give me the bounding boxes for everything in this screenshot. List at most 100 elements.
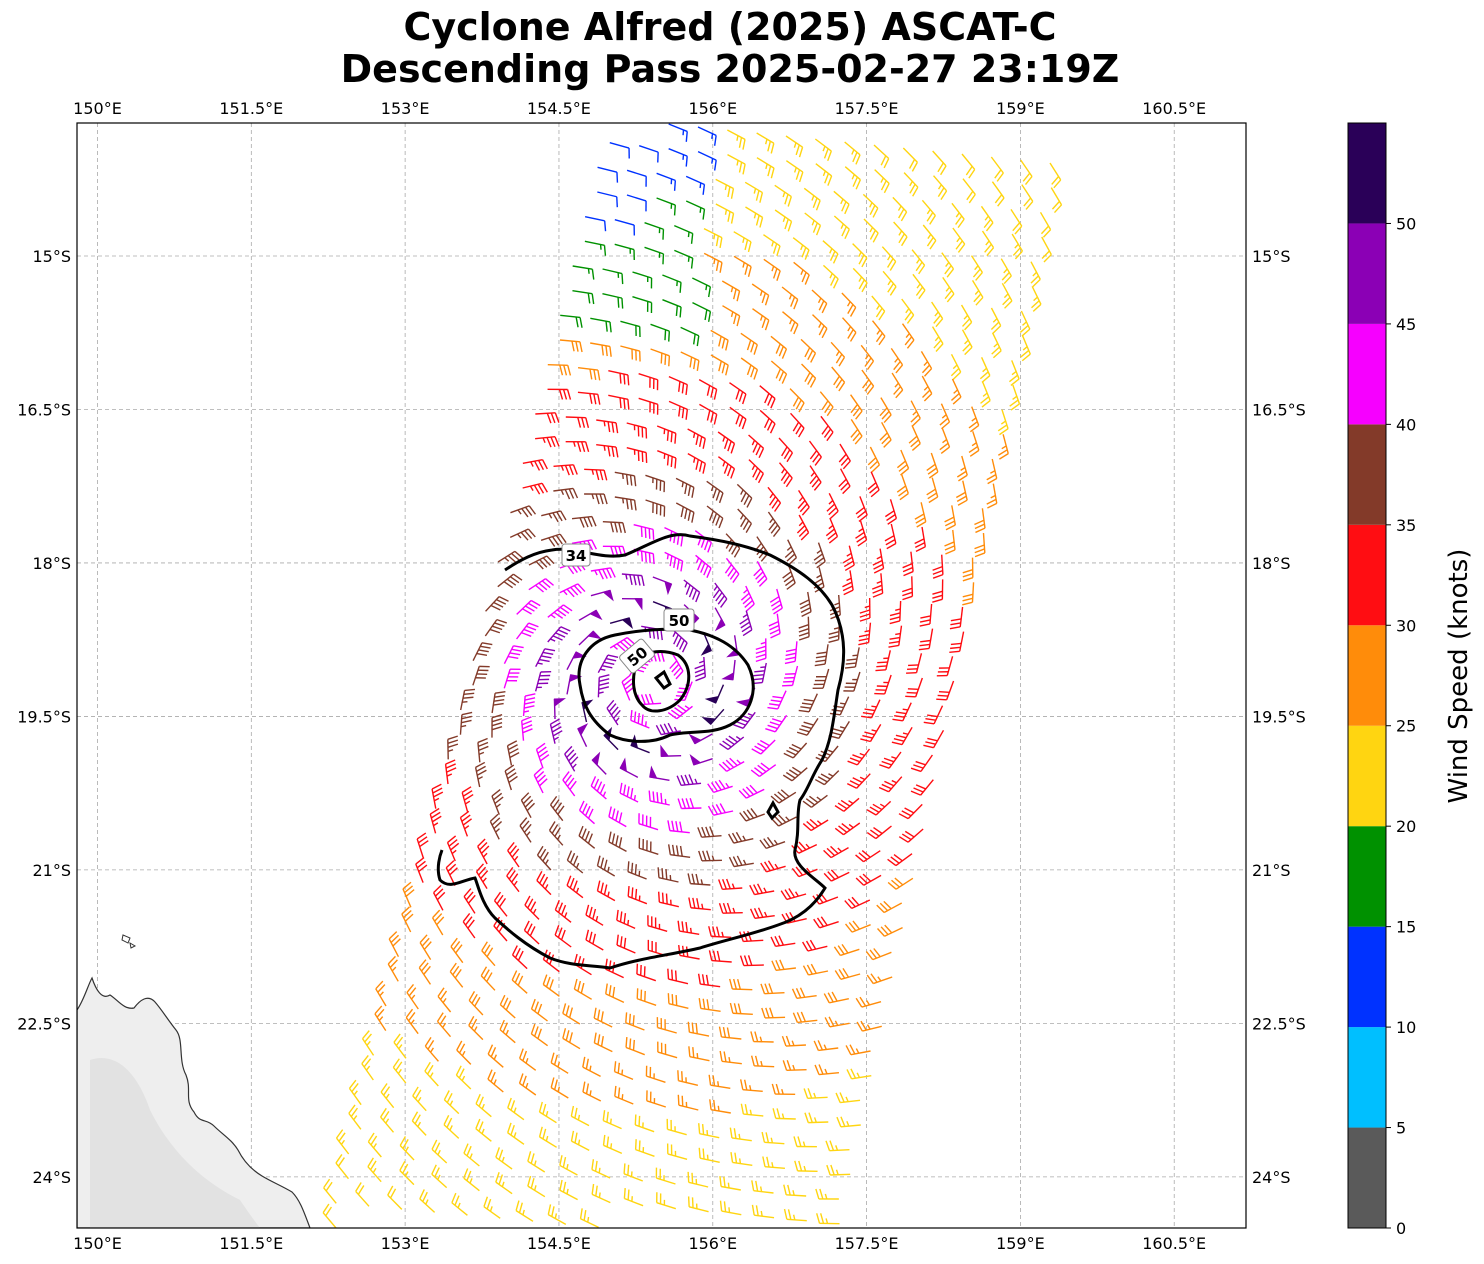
wind-barb: [939, 403, 951, 430]
colorbar-tick-label: 30: [1396, 616, 1416, 635]
wind-barb: [700, 632, 712, 656]
wind-barb: [527, 1151, 546, 1173]
wind-barb: [846, 773, 871, 789]
wind-barb: [961, 153, 976, 179]
wind-barb: [676, 774, 702, 787]
wind-barb: [449, 962, 464, 988]
wind-barb: [489, 813, 503, 840]
wind-barb: [901, 323, 915, 349]
wind-barb: [990, 307, 1002, 334]
wind-barb: [497, 550, 524, 563]
wind-barb: [846, 1068, 872, 1080]
wind-barb: [871, 320, 886, 346]
wind-barb: [866, 825, 892, 840]
wind-barb: [626, 194, 647, 212]
wind-barb: [536, 870, 552, 896]
wind-barb: [876, 900, 903, 914]
wind-barb: [749, 883, 775, 896]
wind-barb: [596, 419, 619, 434]
wind-barb: [647, 915, 668, 933]
colorbar-bin: [1348, 424, 1386, 525]
wind-barb: [584, 493, 608, 505]
wind-barb: [826, 493, 839, 519]
wind-barb: [862, 193, 879, 218]
wind-barb: [535, 412, 560, 424]
wind-barb: [606, 699, 621, 726]
wind-barb: [697, 973, 721, 988]
wind-barb: [648, 790, 670, 806]
wind-barb: [577, 366, 601, 381]
wind-barb: [714, 607, 726, 632]
svg-text:34: 34: [566, 547, 587, 565]
wind-barb: [419, 934, 432, 961]
wind-barb: [867, 471, 880, 498]
wind-barb: [511, 970, 528, 994]
wind-barb: [944, 505, 956, 531]
contour-small-ring: [766, 799, 780, 821]
wind-barb: [572, 289, 595, 305]
wind-barb: [656, 425, 677, 444]
wind-barb: [597, 674, 610, 698]
wind-barb: [761, 1131, 785, 1145]
wind-barb: [936, 656, 954, 677]
wind-barb: [784, 641, 798, 665]
wind-barb: [706, 505, 724, 529]
wind-barb: [708, 926, 732, 939]
wind-barb: [783, 1184, 807, 1197]
colorbar-bin: [1348, 323, 1386, 425]
wind-barb: [530, 998, 548, 1022]
wind-barb: [614, 1085, 634, 1105]
wind-barb: [387, 955, 399, 982]
wind-barb: [646, 1090, 667, 1108]
wind-barb: [487, 1069, 504, 1093]
wind-barb: [921, 199, 936, 225]
wind-barb: [759, 409, 776, 434]
wind-barb: [633, 523, 655, 540]
wind-barb: [719, 1200, 742, 1216]
lon-tick-label-top: 160.5°E: [1142, 99, 1206, 118]
wind-barb: [697, 126, 717, 146]
wind-barb: [565, 416, 590, 429]
lon-tick-label-bottom: 151.5°E: [219, 1234, 283, 1253]
wind-barb: [790, 412, 805, 438]
wind-barb: [668, 400, 689, 420]
wind-barb: [812, 314, 828, 339]
wind-barb: [1020, 159, 1033, 186]
wind-barb: [609, 636, 636, 652]
wind-barb: [841, 292, 857, 317]
wind-barb: [616, 909, 636, 929]
wind-barb: [392, 1058, 407, 1084]
wind-barb: [608, 831, 627, 852]
wind-barb: [685, 175, 706, 195]
wind-barb: [755, 638, 767, 663]
wind-barb: [322, 1203, 337, 1228]
wind-barb: [461, 786, 474, 812]
wind-barb: [487, 1044, 504, 1068]
wind-barb: [570, 1130, 590, 1151]
wind-barb: [418, 959, 432, 985]
wind-barb: [968, 431, 980, 457]
wind-barb: [613, 1061, 634, 1080]
wind-barb: [638, 372, 659, 391]
wind-barb: [687, 453, 706, 474]
wind-barb: [634, 1114, 655, 1133]
wind-barb: [668, 376, 688, 396]
wind-barb: [1001, 282, 1013, 309]
wind-barb: [687, 1021, 710, 1037]
wind-barb: [833, 190, 850, 215]
wind-barb: [831, 366, 846, 392]
wind-barb: [845, 1044, 871, 1056]
wind-barb: [677, 798, 702, 810]
wind-barb: [980, 381, 991, 408]
wind-barb: [778, 437, 794, 463]
wind-barb: [549, 795, 565, 822]
wind-barb: [668, 148, 688, 167]
wind-barb: [825, 517, 839, 544]
wind-barb: [834, 967, 861, 980]
wind-barb: [890, 347, 904, 374]
wind-barb: [961, 329, 973, 356]
wind-barb: [323, 1178, 337, 1204]
wind-barb: [570, 1105, 590, 1127]
wind-barb: [898, 803, 923, 820]
colorbar-bin: [1348, 1127, 1386, 1228]
